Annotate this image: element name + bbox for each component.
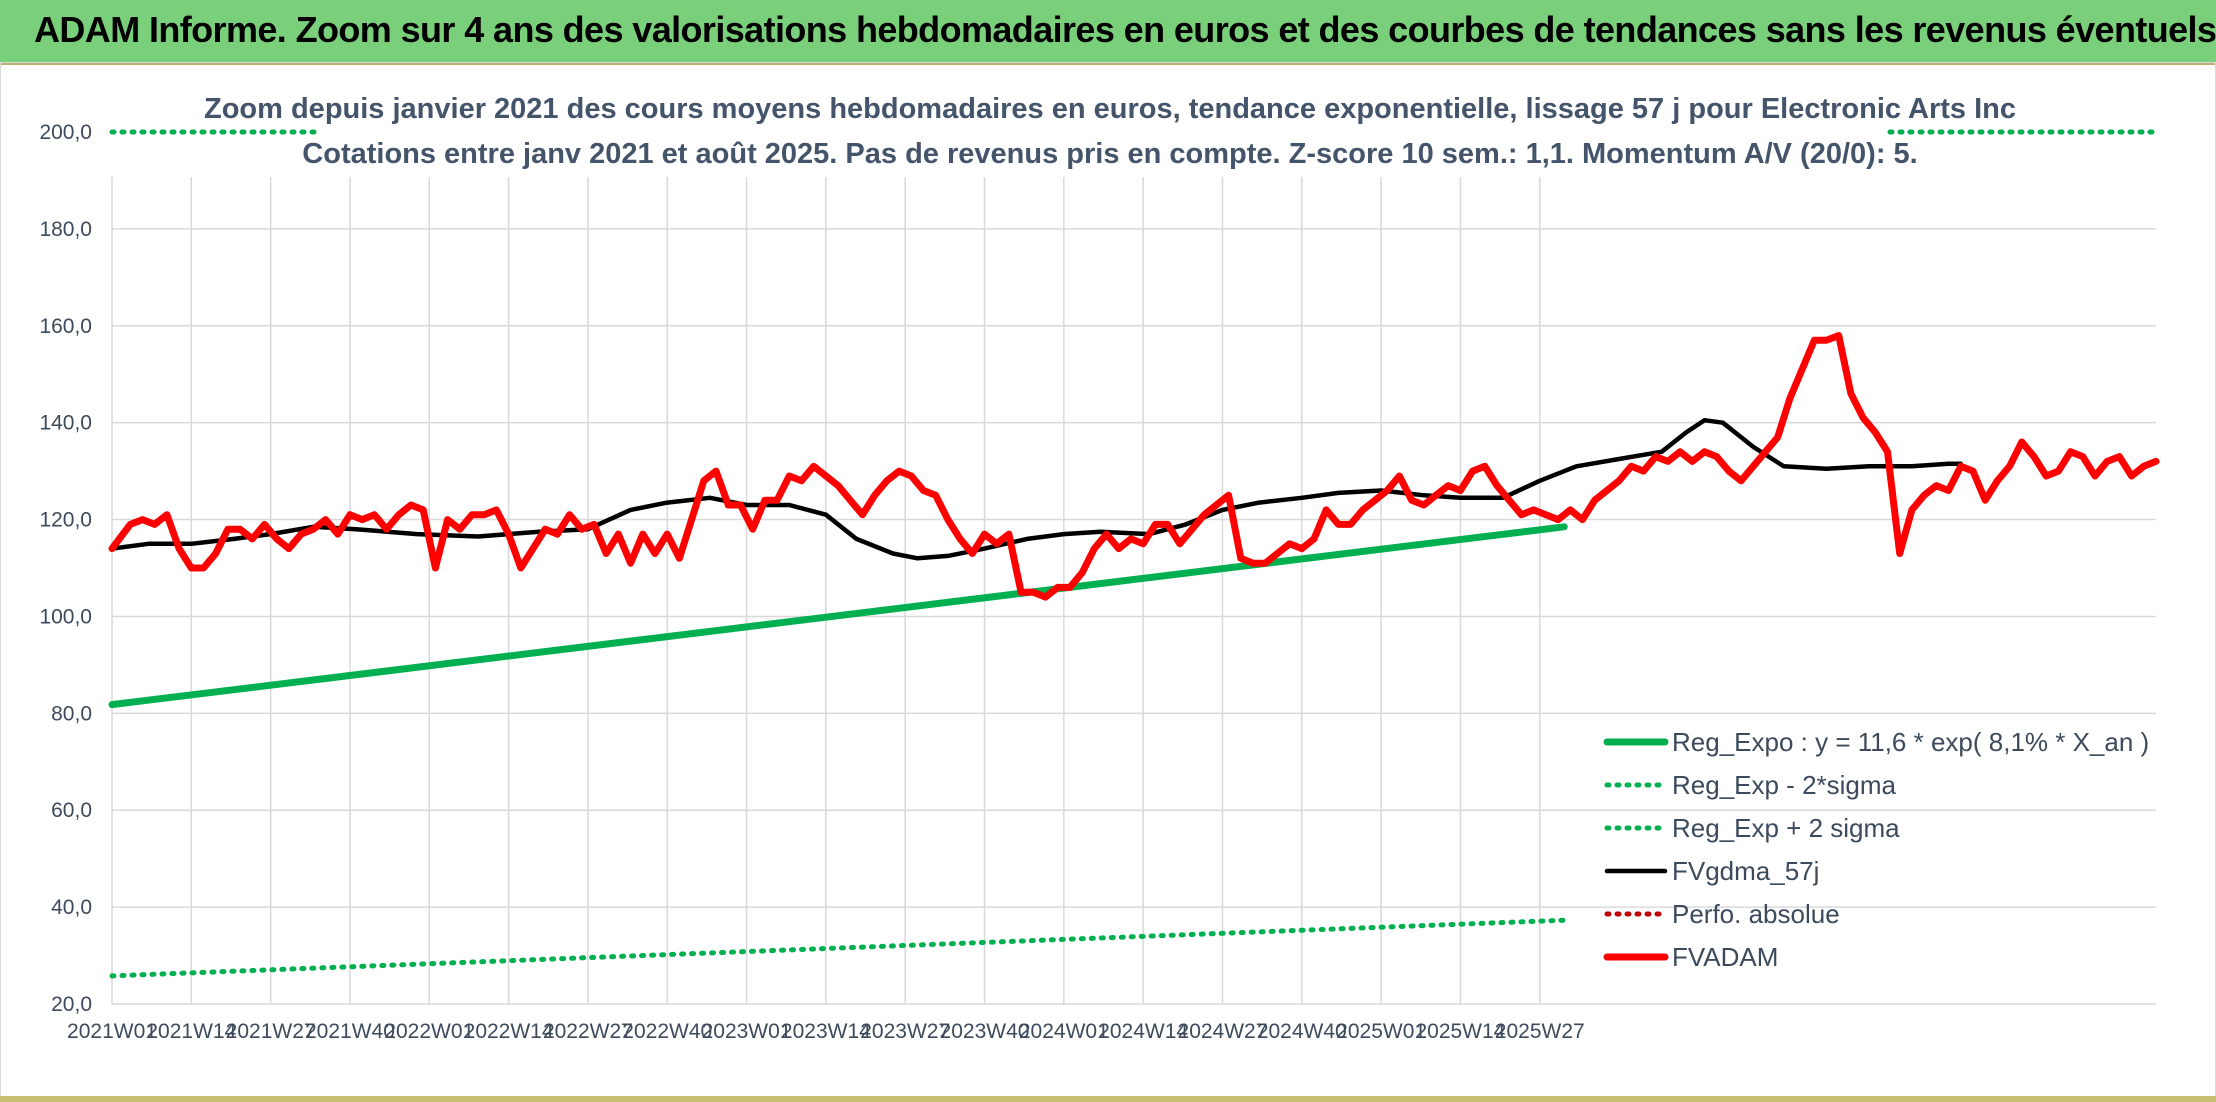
legend: Reg_Expo : y = 11,6 * exp( 8,1% * X_an )… — [1603, 727, 2149, 972]
x-tick-label: 2023W40 — [940, 1020, 1030, 1043]
legend-label: Reg_Expo : y = 11,6 * exp( 8,1% * X_an ) — [1672, 727, 2149, 757]
legend-label: Reg_Exp - 2*sigma — [1672, 770, 1897, 800]
legend-label: Reg_Exp + 2 sigma — [1672, 813, 1900, 843]
y-tick-label: 200,0 — [39, 121, 92, 144]
chart-title-line1: Zoom depuis janvier 2021 des cours moyen… — [204, 93, 2016, 125]
y-tick-label: 140,0 — [39, 412, 92, 435]
legend-label: Perfo. absolue — [1672, 899, 1840, 929]
y-tick-label: 100,0 — [39, 605, 92, 628]
x-tick-label: 2024W40 — [1257, 1020, 1347, 1043]
series-line-5 — [108, 332, 2160, 601]
x-tick-label: 2024W14 — [1098, 1020, 1188, 1043]
report-banner: ADAM Informe. Zoom sur 4 ans des valoris… — [0, 0, 2216, 65]
x-tick-label: 2025W14 — [1415, 1020, 1505, 1043]
x-tick-label: 2022W40 — [622, 1020, 712, 1043]
y-tick-label: 160,0 — [39, 315, 92, 338]
y-axis-ticks: 20,0 40,0 60,0 80,0 100,0 120,0 140,0 160,0 180,… — [39, 121, 92, 1016]
x-tick-label: 2022W27 — [543, 1020, 633, 1043]
x-tick-label: 2022W01 — [384, 1020, 474, 1043]
y-tick-label: 180,0 — [39, 218, 92, 241]
y-tick-label: 120,0 — [39, 509, 92, 532]
x-axis-ticks: 2021W012021W142021W272021W402022W012022W… — [67, 1020, 1585, 1043]
series-line-3 — [109, 417, 1964, 561]
x-tick-label: 2025W01 — [1336, 1020, 1426, 1043]
y-tick-label: 80,0 — [51, 702, 92, 725]
x-tick-label: 2021W40 — [305, 1020, 395, 1043]
y-tick-label: 40,0 — [51, 896, 92, 919]
x-tick-label: 2023W14 — [781, 1020, 871, 1043]
x-tick-label: 2023W01 — [702, 1020, 792, 1043]
bottom-strip — [0, 1096, 2216, 1102]
x-tick-label: 2025W27 — [1495, 1020, 1585, 1043]
grid-lines — [111, 177, 2156, 1005]
x-tick-label: 2023W27 — [860, 1020, 950, 1043]
x-tick-label: 2021W14 — [146, 1020, 236, 1043]
x-tick-label: 2021W27 — [226, 1020, 316, 1043]
series-line-1 — [109, 917, 1567, 979]
x-tick-label: 2024W01 — [1019, 1020, 1109, 1043]
x-tick-label: 2022W14 — [464, 1020, 554, 1043]
y-tick-label: 60,0 — [51, 799, 92, 822]
x-tick-label: 2024W27 — [1178, 1020, 1268, 1043]
legend-label: FVgdma_57j — [1672, 856, 1819, 886]
y-tick-label: 20,0 — [51, 993, 92, 1016]
x-tick-label: 2021W01 — [67, 1020, 157, 1043]
report-title: ADAM Informe. Zoom sur 4 ans des valoris… — [34, 9, 2216, 50]
series-group — [108, 129, 2160, 979]
series-line-0 — [108, 523, 1568, 709]
legend-label: FVADAM — [1672, 942, 1778, 972]
chart-title-line2: Cotations entre janv 2021 et août 2025. … — [302, 138, 1917, 170]
